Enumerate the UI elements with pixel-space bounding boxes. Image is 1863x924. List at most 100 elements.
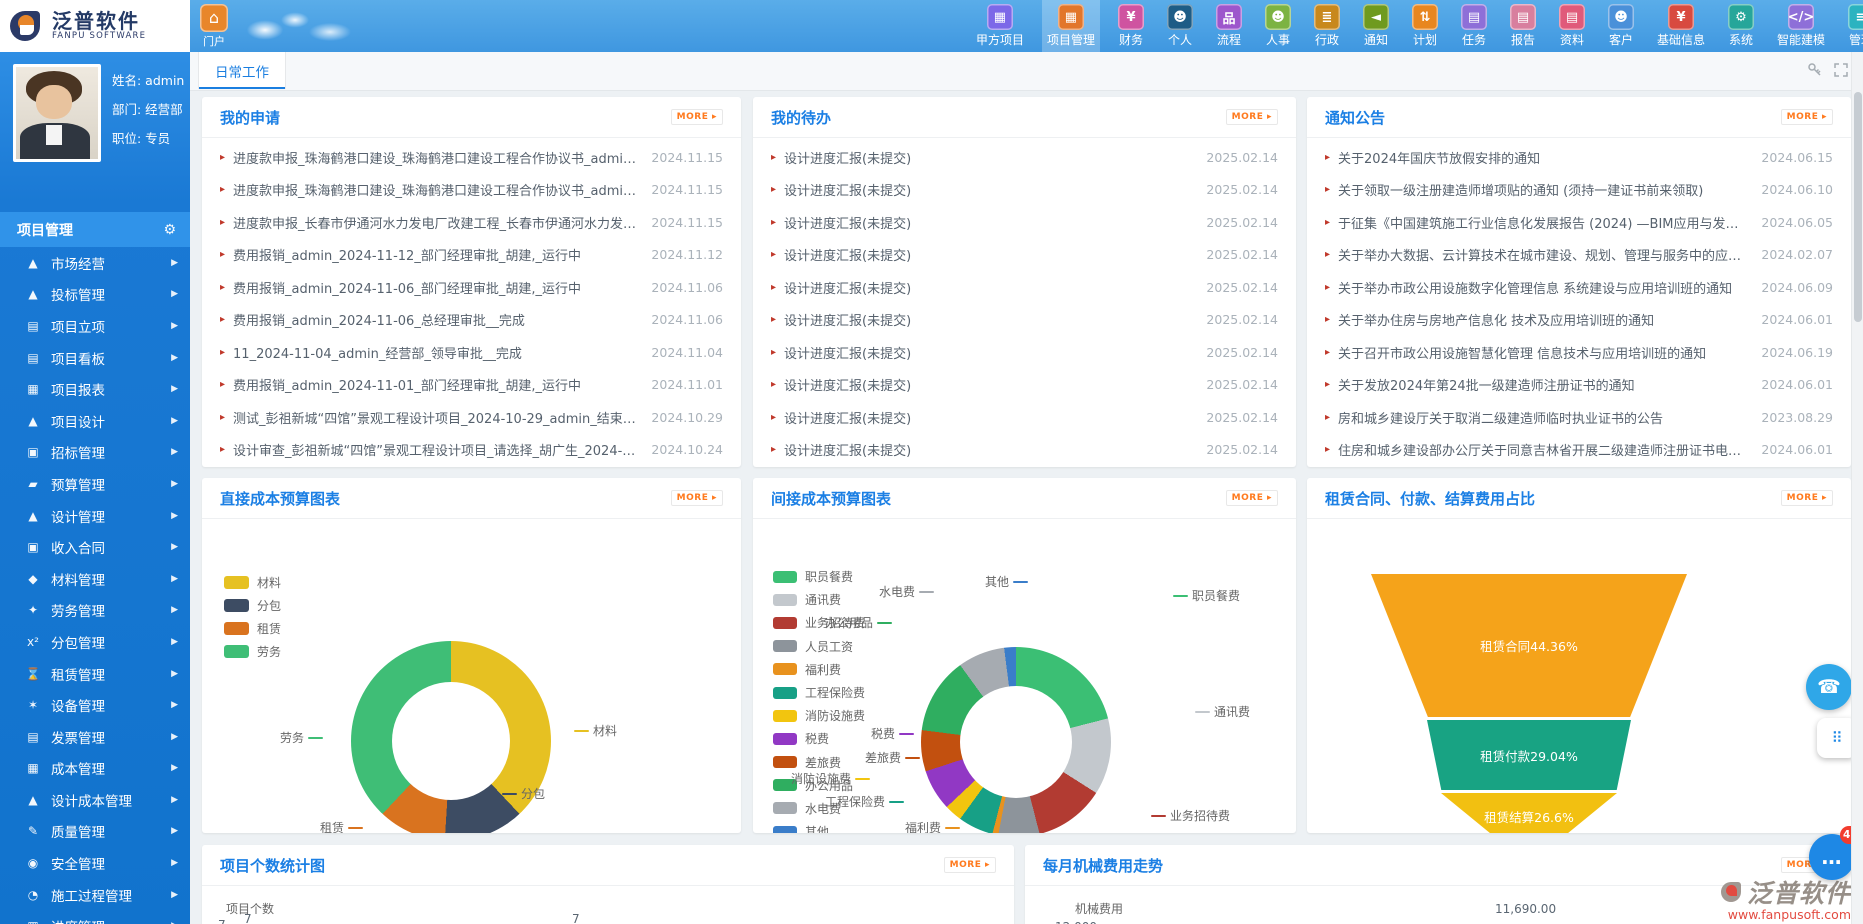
todo-list-item[interactable]: 设计进度汇报(未提交) 2025.02.14 [753, 174, 1296, 207]
gear-icon[interactable]: ⚙ [163, 221, 176, 238]
application-list-item[interactable]: 进度款申报_长春市伊通河水力发电厂改建工程_长春市伊通河水力发电... 2024… [202, 206, 741, 239]
application-list-item[interactable]: 费用报销_admin_2024-11-06_总经理审批__完成 2024.11.… [202, 304, 741, 337]
nav-module-item[interactable]: ⇅ 计划 [1407, 0, 1443, 52]
sidebar-menu-item[interactable]: ▦ 成本管理 ▶ [0, 753, 190, 785]
watermark-url[interactable]: www.fanpusoft.com [1727, 907, 1851, 922]
todo-list-item[interactable]: 设计进度汇报(未提交) 2025.02.14 [753, 206, 1296, 239]
more-button[interactable]: MORE ▸ [1225, 490, 1278, 506]
sidebar-menu-item[interactable]: ▤ 项目立项 ▶ [0, 310, 190, 342]
sidebar-menu-item[interactable]: ▰ 预算管理 ▶ [0, 468, 190, 500]
legend-item[interactable]: 消防设施费 [773, 704, 865, 727]
nav-module-item[interactable]: ⚙ 系统 [1723, 0, 1759, 52]
nav-module-item[interactable]: ¥ 基础信息 [1652, 0, 1710, 52]
todo-list-item[interactable]: 设计进度汇报(未提交) 2025.02.14 [753, 434, 1296, 467]
sidebar-menu-item[interactable]: ✦ 劳务管理 ▶ [0, 595, 190, 627]
sidebar-menu-item[interactable]: ▣ 收入合同 ▶ [0, 531, 190, 563]
more-button[interactable]: MORE ▸ [1780, 490, 1833, 506]
sidebar-menu-item[interactable]: ◔ 施工过程管理 ▶ [0, 879, 190, 911]
notice-list-item[interactable]: 关于举办住房与房地产信息化 技术及应用培训班的通知 2024.06.01 [1307, 304, 1851, 337]
expand-icon[interactable] [1833, 62, 1849, 78]
sidebar-menu-item[interactable]: ▤ 发票管理 ▶ [0, 721, 190, 753]
key-icon[interactable] [1807, 62, 1823, 78]
application-list-item[interactable]: 测试_彭祖新城“四馆”景观工程设计项目_2024-10-29_admin_结束_… [202, 401, 741, 434]
nav-module-item[interactable]: ▤ 资料 [1554, 0, 1590, 52]
sidebar-menu-item[interactable]: ▲ 投标管理 ▶ [0, 279, 190, 311]
notice-list-item[interactable]: 房和城乡建设厅关于取消二级建造师临时执业证书的公告 2023.08.29 [1307, 401, 1851, 434]
legend-item[interactable]: 水电费 [773, 797, 865, 820]
legend-item[interactable]: 业务招待费 [773, 611, 865, 634]
application-list-item[interactable]: 设计审查_彭祖新城“四馆”景观工程设计项目_请选择_胡广生_2024-10-2.… [202, 434, 741, 467]
notice-list-item[interactable]: 住房和城乡建设部办公厅关于同意吉林省开展二级建造师注册证书电子化试点... 20… [1307, 434, 1851, 467]
sidebar-menu-item[interactable]: ⌛ 租赁管理 ▶ [25, 666, 178, 684]
tab-daily-work[interactable]: 日常工作 [198, 52, 286, 89]
application-list-item[interactable]: 进度款申报_珠海鹤港口建设_珠海鹤港口建设工程合作协议书_admin_... 2… [202, 141, 741, 174]
portal-button[interactable]: ⌂ 门户 [200, 3, 228, 49]
sidebar-menu-item[interactable]: ▲ 设计管理 ▶ [0, 500, 190, 532]
legend-item[interactable]: 劳务 [224, 640, 281, 663]
application-list-item[interactable]: 费用报销_admin_2024-11-12_部门经理审批_胡建,_运行中 202… [202, 239, 741, 272]
sidebar-menu-item[interactable]: ✎ 质量管理 ▶ [0, 816, 190, 848]
todo-list-item[interactable]: 设计进度汇报(未提交) 2025.02.14 [753, 369, 1296, 402]
nav-module-item[interactable]: ◄ 通知 [1358, 0, 1394, 52]
legend-item[interactable]: 人员工资 [773, 635, 865, 658]
sidebar-menu-item[interactable]: ▣ 招标管理 ▶ [0, 437, 190, 469]
nav-module-item[interactable]: ☻ 人事 [1260, 0, 1296, 52]
more-button[interactable]: MORE ▸ [670, 490, 723, 506]
nav-module-item[interactable]: ☻ 个人 [1162, 0, 1198, 52]
notice-list-item[interactable]: 关于召开市政公用设施智慧化管理 信息技术与应用培训班的通知 2024.06.19 [1307, 336, 1851, 369]
nav-module-item[interactable]: 品 流程 [1211, 0, 1247, 52]
vertical-scrollbar[interactable] [1851, 52, 1863, 924]
sidebar-menu-item[interactable]: ▦ 项目报表 ▶ [0, 373, 190, 405]
nav-module-item[interactable]: ≡ 管理 [1843, 0, 1863, 52]
nav-module-item[interactable]: ¥ 财务 [1113, 0, 1149, 52]
more-button[interactable]: MORE ▸ [670, 109, 723, 125]
funnel-segment-settlement[interactable]: 租赁结算26.6% [1441, 793, 1617, 833]
notice-list-item[interactable]: 关于举办大数据、云计算技术在城市建设、规划、管理与服务中的应用培训班... 20… [1307, 239, 1851, 272]
todo-list-item[interactable]: 设计进度汇报(未提交) 2025.02.14 [753, 239, 1296, 272]
application-list-item[interactable]: 进度款申报_珠海鹤港口建设_珠海鹤港口建设工程合作协议书_admin_... 2… [202, 174, 741, 207]
scrollbar-thumb[interactable] [1853, 92, 1862, 322]
more-button[interactable]: MORE ▸ [1780, 109, 1833, 125]
more-button[interactable]: MORE ▸ [943, 857, 996, 873]
application-list-item[interactable]: 费用报销_admin_2024-11-06_部门经理审批_胡建,_运行中 202… [202, 271, 741, 304]
nav-module-item[interactable]: ≣ 行政 [1309, 0, 1345, 52]
legend-item[interactable]: 税费 [773, 727, 865, 750]
legend-item[interactable]: 差旅费 [773, 751, 865, 774]
nav-module-item[interactable]: ▤ 任务 [1456, 0, 1492, 52]
legend-item[interactable]: 工程保险费 [773, 681, 865, 704]
notice-list-item[interactable]: 关于举办市政公用设施数字化管理信息 系统建设与应用培训班的通知 2024.06.… [1307, 271, 1851, 304]
todo-list-item[interactable]: 设计进度汇报(未提交) 2025.02.14 [753, 141, 1296, 174]
application-list-item[interactable]: 费用报销_admin_2024-11-01_部门经理审批_胡建,_运行中 202… [202, 369, 741, 402]
sidebar-menu-item[interactable]: ▦ 进度管理 ▶ [0, 910, 190, 924]
todo-list-item[interactable]: 设计进度汇报(未提交) 2025.02.14 [753, 271, 1296, 304]
nav-module-item[interactable]: ▦ 项目管理 [1041, 0, 1100, 52]
legend-item[interactable]: 租赁 [224, 617, 281, 640]
sidebar-menu-item[interactable]: x² 分包管理 ▶ [0, 626, 190, 658]
quick-apps-button[interactable]: ⠿ [1817, 718, 1857, 758]
notice-list-item[interactable]: 关于2024年国庆节放假安排的通知 2024.06.15 [1307, 141, 1851, 174]
legend-item[interactable]: 通讯费 [773, 588, 865, 611]
sidebar-menu-item[interactable]: ▲ 市场经营 ▶ [0, 247, 190, 279]
todo-list-item[interactable]: 设计进度汇报(未提交) 2025.02.14 [753, 401, 1296, 434]
legend-item[interactable]: 材料 [224, 571, 281, 594]
legend-item[interactable]: 职员餐费 [773, 565, 865, 588]
nav-module-item[interactable]: ▤ 报告 [1505, 0, 1541, 52]
nav-module-item[interactable]: ☻ 客户 [1603, 0, 1639, 52]
service-phone-button[interactable]: ☎ [1806, 664, 1852, 710]
sidebar-menu-item[interactable]: ◉ 安全管理 ▶ [0, 847, 190, 879]
sidebar-menu-item[interactable]: ✶ 设备管理 ▶ [0, 689, 190, 721]
legend-item[interactable]: 其他 [773, 820, 865, 833]
legend-item[interactable]: 办公用品 [773, 774, 865, 797]
sidebar-menu-item[interactable]: ▲ 设计成本管理 ▶ [0, 784, 190, 816]
more-button[interactable]: MORE ▸ [1225, 109, 1278, 125]
sidebar-menu-item[interactable]: ◆ 材料管理 ▶ [0, 563, 190, 595]
application-list-item[interactable]: 11_2024-11-04_admin_经营部_领导审批__完成 2024.11… [202, 336, 741, 369]
nav-module-item[interactable]: ▦ 甲方项目 [971, 0, 1029, 52]
funnel-segment-contract[interactable]: 租赁合同44.36% [1371, 574, 1687, 717]
todo-list-item[interactable]: 设计进度汇报(未提交) 2025.02.14 [753, 336, 1296, 369]
notice-list-item[interactable]: 关于发放2024年第24批一级建造师注册证书的通知 2024.06.01 [1307, 369, 1851, 402]
sidebar-menu-item[interactable]: ▲ 项目设计 ▶ [0, 405, 190, 437]
funnel-segment-payment[interactable]: 租赁付款29.04% [1427, 720, 1631, 790]
todo-list-item[interactable]: 设计进度汇报(未提交) 2025.02.14 [753, 304, 1296, 337]
sidebar-menu-item[interactable]: ▤ 项目看板 ▶ [0, 342, 190, 374]
